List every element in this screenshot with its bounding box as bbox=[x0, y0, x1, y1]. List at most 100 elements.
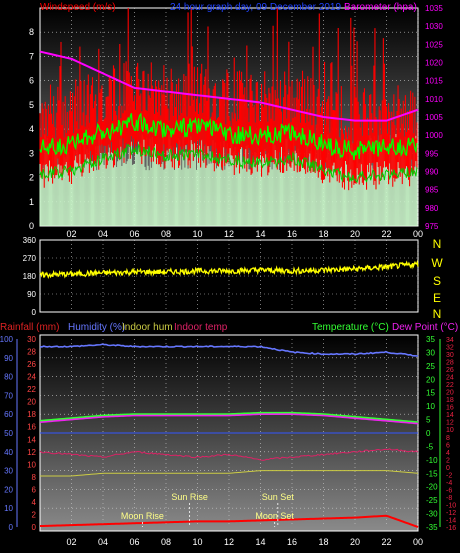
series-line bbox=[39, 448, 419, 461]
baro-tick-label: 975 bbox=[425, 222, 439, 231]
rain-tick-label: 60 bbox=[4, 410, 13, 419]
direction-tick-label: 180 bbox=[23, 272, 37, 281]
dew-tick-label: -14 bbox=[446, 517, 456, 524]
hum-tick-label: 4 bbox=[32, 498, 37, 507]
wind-tick-label: 6 bbox=[29, 76, 34, 86]
temp-tick-label: -25 bbox=[426, 496, 438, 505]
baro-tick-label: 1020 bbox=[425, 59, 443, 68]
wind-tick-label: 4 bbox=[29, 124, 34, 134]
temp-tick-label: 20 bbox=[426, 375, 435, 384]
wind-avg-line bbox=[39, 112, 418, 161]
hum-tick-label: 12 bbox=[27, 448, 36, 457]
wind-tick-label: 3 bbox=[29, 148, 34, 158]
temp-x-label: 12 bbox=[224, 537, 234, 547]
baro-tick-label: 1010 bbox=[425, 95, 443, 104]
wind-tick-label: 0 bbox=[29, 221, 34, 231]
wind-tick-label: 5 bbox=[29, 100, 34, 110]
wind-y-ticks: 0 1 2 3 4 5 6 7 8 bbox=[29, 27, 34, 231]
baro-tick-label: 995 bbox=[425, 149, 439, 158]
baro-tick-label: 1035 bbox=[425, 4, 443, 13]
direction-trace bbox=[39, 259, 419, 279]
dew-tick-label: 18 bbox=[446, 397, 454, 404]
compass-w: W bbox=[431, 256, 443, 270]
wind-tick-label: 8 bbox=[29, 27, 34, 37]
temp-tick-label: -10 bbox=[426, 456, 438, 465]
baro-tick-label: 1000 bbox=[425, 131, 443, 140]
hum-tick-label: 18 bbox=[27, 410, 36, 419]
hum-tick-label: 16 bbox=[27, 423, 36, 432]
panel-direction-grid bbox=[40, 240, 419, 312]
direction-bars bbox=[39, 133, 418, 226]
hum-tick-label: 30 bbox=[27, 335, 36, 344]
barometer-label: Barometer (hpa) bbox=[344, 2, 417, 13]
indoor-temp-label: Indoor temp bbox=[174, 322, 228, 333]
rain-tick-label: 90 bbox=[4, 354, 13, 363]
direction-dots bbox=[39, 259, 419, 279]
wind-x-label: 18 bbox=[318, 229, 328, 239]
temp-x-label: 18 bbox=[318, 537, 328, 547]
compass-e: E bbox=[433, 291, 441, 305]
rain-tick-label: 70 bbox=[4, 391, 13, 400]
temp-tick-label: -5 bbox=[426, 442, 434, 451]
series-line bbox=[40, 470, 419, 477]
temp-x-label: 04 bbox=[98, 537, 108, 547]
temp-tick-label: 0 bbox=[426, 429, 431, 438]
temp-x-label: 14 bbox=[255, 537, 265, 547]
series-line bbox=[39, 413, 419, 425]
wind-tick-label: 7 bbox=[29, 51, 34, 61]
dew-tick-label: 24 bbox=[446, 375, 454, 382]
rain-tick-label: 40 bbox=[4, 448, 13, 457]
rain-tick-label: 20 bbox=[4, 485, 13, 494]
hum-tick-label: 14 bbox=[27, 435, 36, 444]
hum-tick-label: 6 bbox=[32, 485, 37, 494]
wind-x-label: 16 bbox=[287, 229, 297, 239]
temp-tick-label: -30 bbox=[426, 510, 438, 519]
temp-x-label: 22 bbox=[381, 537, 391, 547]
series-line bbox=[39, 514, 419, 528]
rain-tick-label: 30 bbox=[4, 467, 13, 476]
hum-tick-label: 22 bbox=[27, 385, 36, 394]
temp-x-label: 20 bbox=[350, 537, 360, 547]
series-line bbox=[39, 411, 419, 424]
wind-x-label: 08 bbox=[161, 229, 171, 239]
temp-tick-label: 25 bbox=[426, 362, 435, 371]
dew-tick-label: -12 bbox=[446, 510, 456, 517]
wind-x-label: 12 bbox=[224, 229, 234, 239]
temp-x-ticks: 02 04 06 08 10 12 14 16 18 20 22 00 bbox=[66, 537, 423, 547]
wind-x-label: 20 bbox=[350, 229, 360, 239]
wind-x-label: 22 bbox=[381, 229, 391, 239]
temp-y-ticks: -35 -30 -25 -20 -15 -10 -5 0 5 10 15 20 25 30 35 bbox=[426, 335, 441, 532]
compass-n-top: N bbox=[433, 237, 442, 251]
compass-s: S bbox=[433, 274, 441, 288]
dew-tick-label: 20 bbox=[446, 390, 454, 397]
dew-tick-label: 22 bbox=[446, 382, 454, 389]
direction-y-ticks: 0 90 180 270 360 bbox=[23, 236, 37, 317]
temp-tick-label: -35 bbox=[426, 523, 438, 532]
direction-tick-label: 270 bbox=[23, 254, 37, 263]
dew-tick-label: -8 bbox=[446, 495, 452, 502]
panel-temp-grid bbox=[40, 339, 419, 527]
wind-x-label: 02 bbox=[66, 229, 76, 239]
dew-tick-label: 26 bbox=[446, 367, 454, 374]
hum-tick-label: 0 bbox=[32, 523, 37, 532]
compass-labels: N W S E N bbox=[431, 237, 443, 321]
hum-tick-label: 20 bbox=[27, 398, 36, 407]
dew-tick-label: 10 bbox=[446, 427, 454, 434]
hum-tick-label: 24 bbox=[27, 373, 36, 382]
dew-tick-label: 32 bbox=[446, 345, 454, 352]
dew-tick-label: -16 bbox=[446, 525, 456, 532]
rain-tick-label: 100 bbox=[0, 335, 14, 344]
dew-tick-label: 34 bbox=[446, 337, 454, 344]
temp-x-label: 16 bbox=[287, 537, 297, 547]
wind-x-label: 14 bbox=[255, 229, 265, 239]
dew-tick-label: 14 bbox=[446, 412, 454, 419]
dew-tick-label: -2 bbox=[446, 472, 452, 479]
dew-tick-label: 16 bbox=[446, 405, 454, 412]
baro-tick-label: 1025 bbox=[425, 40, 443, 49]
humidity-label: Humidity (%) bbox=[68, 322, 125, 333]
event-label: Moon Rise bbox=[121, 511, 164, 521]
event-label: Sun Set bbox=[262, 492, 295, 502]
baro-tick-label: 1005 bbox=[425, 113, 443, 122]
dew-y-ticks: -16-14-12-10-8-6-4-202468101214161820222… bbox=[446, 337, 456, 532]
